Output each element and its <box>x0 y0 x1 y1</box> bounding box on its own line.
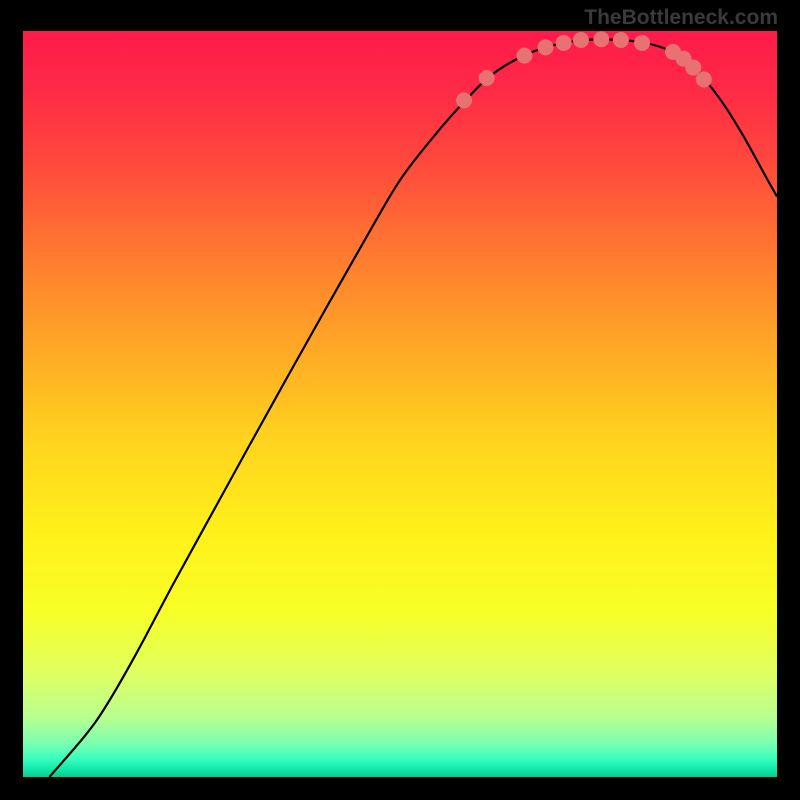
data-dot <box>556 35 572 51</box>
data-dot <box>593 31 609 47</box>
data-dot <box>516 48 532 64</box>
data-dot <box>696 72 712 88</box>
data-dot <box>479 70 495 86</box>
data-dot <box>573 32 589 48</box>
bottleneck-curve <box>49 39 777 777</box>
data-dots-group <box>456 31 712 108</box>
data-dot <box>456 92 472 108</box>
chart-curve-layer <box>23 31 777 777</box>
data-dot <box>685 60 701 76</box>
chart-plot-area <box>22 30 778 778</box>
watermark-text: TheBottleneck.com <box>584 6 778 30</box>
data-dot <box>634 35 650 51</box>
data-dot <box>538 39 554 55</box>
data-dot <box>613 32 629 48</box>
